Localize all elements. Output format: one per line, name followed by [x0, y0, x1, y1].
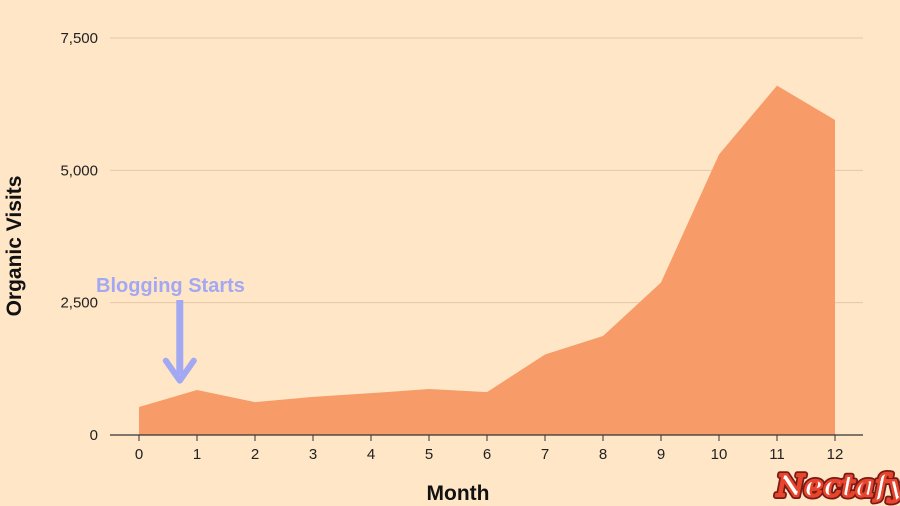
x-tick-label: 6 [483, 446, 491, 463]
annotation-arrow-head [162, 357, 197, 384]
x-tick-label: 10 [711, 446, 728, 463]
y-axis: 0 2,500 5,000 7,500 [60, 30, 98, 444]
y-tick-label: 0 [90, 427, 98, 444]
plot-area [139, 85, 835, 435]
x-tick-label: 9 [657, 446, 665, 463]
x-tick-label: 2 [251, 446, 259, 463]
x-tick-label: 1 [193, 446, 201, 463]
nectafy-logo: Nectafy Nectafy [773, 466, 900, 506]
x-tick-label: 11 [769, 446, 785, 463]
x-tick-label: 0 [135, 446, 143, 463]
svg-text:Nectafy: Nectafy [776, 469, 900, 504]
x-tick-label: 8 [599, 446, 607, 463]
x-tick-label: 7 [541, 446, 549, 463]
y-axis-title: Organic Visits [3, 176, 26, 317]
svg-text:Nectafy: Nectafy [776, 469, 900, 504]
x-tick-label: 12 [827, 446, 844, 463]
series-area [139, 85, 835, 435]
y-tick-label: 5,000 [60, 162, 98, 179]
x-axis-title: Month [427, 482, 490, 505]
x-tick-label: 3 [309, 446, 317, 463]
annotation-label: Blogging Starts [96, 275, 245, 297]
y-tick-label: 2,500 [60, 295, 98, 312]
x-tick-label: 5 [425, 446, 433, 463]
annotation-group: Blogging Starts [96, 275, 245, 384]
x-tick-label: 4 [367, 446, 375, 463]
x-axis-ticks: 0 1 2 3 4 5 6 7 8 9 10 11 12 [135, 435, 844, 463]
y-tick-label: 7,500 [60, 30, 98, 47]
